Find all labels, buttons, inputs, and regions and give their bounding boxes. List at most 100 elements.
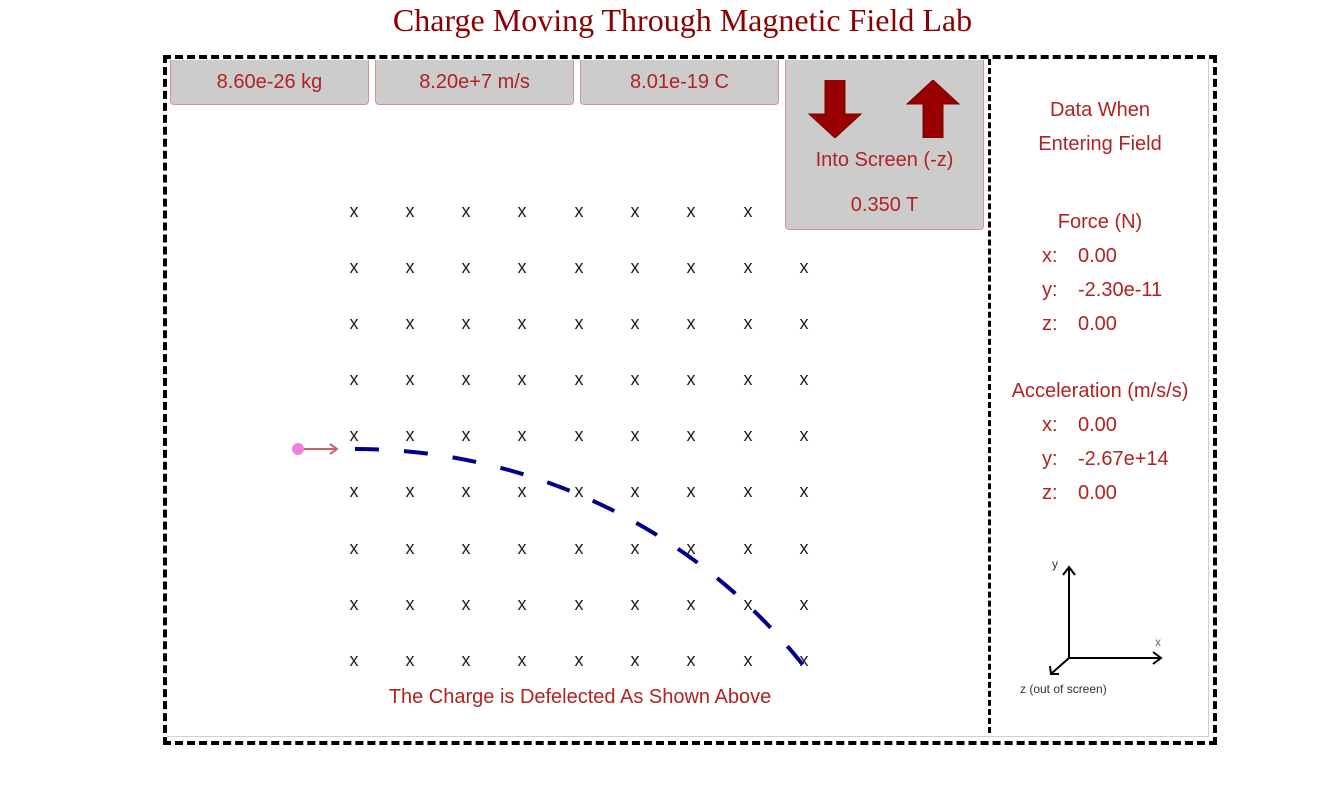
force-x-label: x: xyxy=(1042,245,1058,267)
charge-button[interactable]: 8.01e-19 C xyxy=(580,60,779,105)
field-magnitude-label[interactable]: 0.350 T xyxy=(850,194,919,216)
accel-z-row: z: 0.00 xyxy=(1042,476,1117,510)
field-marker: x xyxy=(686,650,696,670)
field-marker: x xyxy=(349,538,359,558)
force-y-value: -2.30e-11 xyxy=(1078,279,1163,301)
panel-heading-line2: Entering Field xyxy=(1038,133,1162,155)
field-marker: x xyxy=(686,594,696,614)
force-z-label: z: xyxy=(1042,313,1058,335)
field-marker: x xyxy=(743,481,753,501)
accel-x-value: 0.00 xyxy=(1078,414,1117,436)
field-marker: x xyxy=(630,425,640,445)
field-marker: x xyxy=(461,313,471,333)
field-marker: x xyxy=(349,257,359,277)
field-marker: x xyxy=(686,201,696,221)
axis-z-label: z (out of screen) xyxy=(1020,682,1107,696)
accel-z-label: z: xyxy=(1042,482,1058,504)
lab-inner-border xyxy=(167,59,1209,737)
field-marker: x xyxy=(799,650,809,670)
field-marker: x xyxy=(405,425,415,445)
field-marker: x xyxy=(799,481,809,501)
accel-x-row: x: 0.00 xyxy=(1042,408,1117,442)
field-marker: x xyxy=(405,313,415,333)
field-marker: x xyxy=(461,481,471,501)
field-marker: x xyxy=(574,650,584,670)
charge-particle[interactable] xyxy=(292,443,304,455)
field-marker: x xyxy=(686,425,696,445)
field-marker: x xyxy=(461,369,471,389)
accel-y-label: y: xyxy=(1042,448,1058,470)
panel-divider xyxy=(988,59,991,733)
field-marker: x xyxy=(461,538,471,558)
force-z-value: 0.00 xyxy=(1078,313,1117,335)
field-marker: x xyxy=(630,257,640,277)
field-marker: x xyxy=(461,201,471,221)
panel-heading-line1: Data When xyxy=(1049,99,1151,121)
field-marker: x xyxy=(461,425,471,445)
field-marker: x xyxy=(349,650,359,670)
field-marker: x xyxy=(574,313,584,333)
force-z-row: z: 0.00 xyxy=(1042,307,1117,341)
field-marker: x xyxy=(517,201,527,221)
velocity-button[interactable]: 8.20e+7 m/s xyxy=(375,60,574,105)
force-title: Force (N) xyxy=(1057,211,1143,233)
field-marker: x xyxy=(799,313,809,333)
field-marker: x xyxy=(461,650,471,670)
field-marker: x xyxy=(686,313,696,333)
field-marker: x xyxy=(574,425,584,445)
field-marker: x xyxy=(799,538,809,558)
field-marker: x xyxy=(349,201,359,221)
accel-y-value: -2.67e+14 xyxy=(1078,448,1169,470)
field-marker: x xyxy=(686,481,696,501)
field-marker: x xyxy=(517,313,527,333)
field-marker: x xyxy=(630,313,640,333)
accel-x-label: x: xyxy=(1042,414,1058,436)
velocity-arrowhead xyxy=(329,443,339,455)
field-marker: x xyxy=(630,538,640,558)
lab-frame xyxy=(163,55,1217,745)
accel-z-value: 0.00 xyxy=(1078,482,1117,504)
field-marker: x xyxy=(574,201,584,221)
arrow-down-icon[interactable] xyxy=(808,80,864,138)
field-marker: x xyxy=(517,594,527,614)
field-marker: x xyxy=(630,481,640,501)
field-marker: x xyxy=(349,369,359,389)
field-marker: x xyxy=(349,313,359,333)
field-marker: x xyxy=(517,369,527,389)
field-marker: x xyxy=(574,594,584,614)
field-marker: x xyxy=(461,594,471,614)
field-marker: x xyxy=(574,369,584,389)
field-marker: x xyxy=(743,313,753,333)
field-marker: x xyxy=(630,369,640,389)
field-marker: x xyxy=(349,594,359,614)
force-y-label: y: xyxy=(1042,279,1058,301)
acceleration-title: Acceleration (m/s/s) xyxy=(1011,380,1189,402)
axes-diagram-icon: y x z (out of screen) xyxy=(1020,557,1163,696)
field-marker: x xyxy=(743,257,753,277)
axis-x-label: x xyxy=(1155,635,1161,649)
field-marker: x xyxy=(517,538,527,558)
field-marker: x xyxy=(799,257,809,277)
field-marker: x xyxy=(799,425,809,445)
field-marker: x xyxy=(405,257,415,277)
force-y-row: y: -2.30e-11 xyxy=(1042,273,1162,307)
magnetic-field-control: Into Screen (-z) 0.350 T xyxy=(785,60,984,230)
force-x-value: 0.00 xyxy=(1078,245,1117,267)
field-marker: x xyxy=(630,594,640,614)
axis-y-label: y xyxy=(1052,557,1058,571)
field-marker: x xyxy=(517,650,527,670)
field-marker: x xyxy=(743,594,753,614)
field-marker: x xyxy=(630,201,640,221)
field-marker: x xyxy=(405,369,415,389)
field-marker: x xyxy=(743,369,753,389)
field-marker: x xyxy=(405,201,415,221)
field-marker: x xyxy=(630,650,640,670)
arrow-up-icon[interactable] xyxy=(906,80,962,138)
field-marker: x xyxy=(405,538,415,558)
field-marker: x xyxy=(405,481,415,501)
deflection-path xyxy=(354,447,805,667)
field-marker: x xyxy=(405,650,415,670)
field-marker: x xyxy=(799,594,809,614)
field-marker: x xyxy=(461,257,471,277)
mass-button[interactable]: 8.60e-26 kg xyxy=(170,60,369,105)
